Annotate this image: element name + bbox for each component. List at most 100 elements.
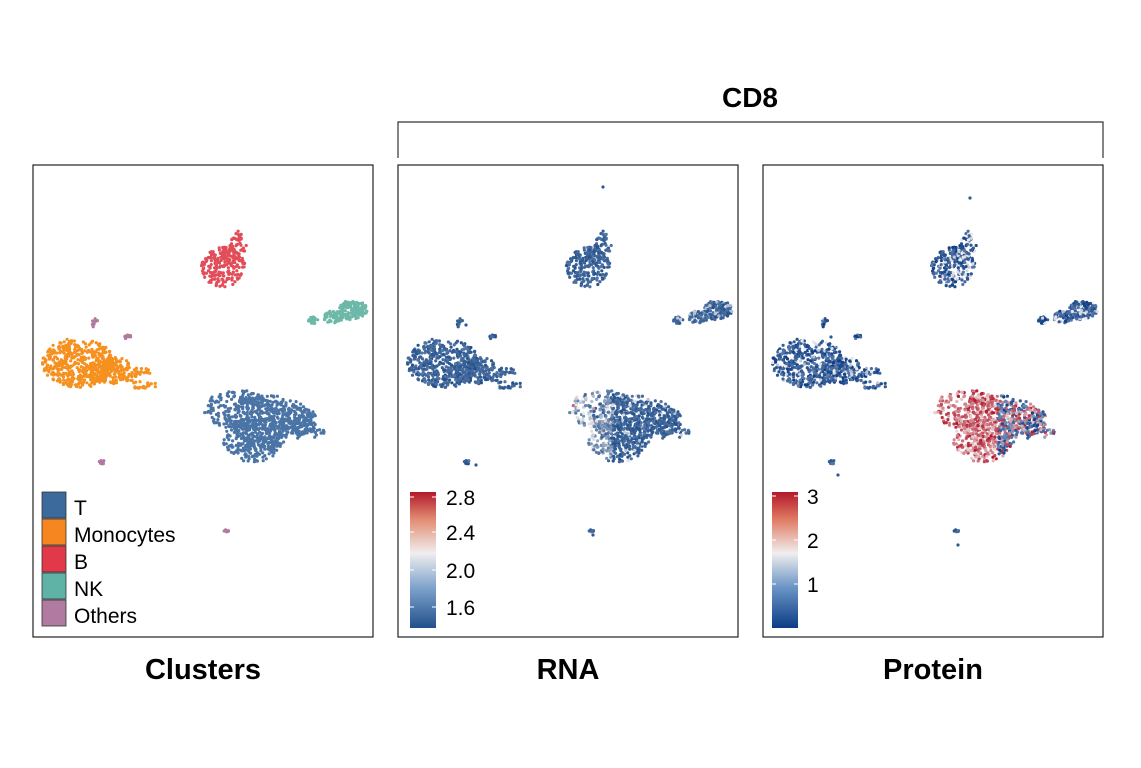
cluster-point-monocytes (116, 369, 120, 373)
protein-point (966, 251, 970, 255)
rna-point (459, 341, 463, 345)
cluster-point-monocytes (114, 357, 118, 361)
cluster-point-t (268, 399, 272, 403)
rna-point (623, 430, 627, 434)
cluster-point-t (278, 423, 282, 427)
cluster-point-t (232, 394, 237, 398)
rna-point (624, 449, 628, 453)
rna-point (423, 378, 427, 382)
cluster-point-b (241, 262, 245, 266)
rna-point (586, 271, 590, 275)
rna-point (670, 428, 674, 432)
rna-point (490, 379, 494, 383)
rna-point (500, 370, 504, 374)
cluster-point-t (229, 450, 233, 454)
rna-point (586, 273, 590, 277)
cluster-point-nk (325, 311, 329, 315)
cluster-point-monocytes (41, 361, 45, 365)
protein-point (1061, 313, 1065, 317)
protein-point (1093, 303, 1097, 308)
protein-point (1084, 316, 1088, 321)
cluster-point-t (247, 395, 252, 400)
cluster-point-monocytes (97, 379, 101, 383)
cluster-point-monocytes (127, 366, 131, 370)
rna-point (587, 441, 591, 445)
rna-point (567, 266, 571, 270)
rna-point (422, 363, 426, 367)
cluster-point-nk (343, 304, 347, 308)
rna-point (611, 459, 615, 463)
rna-point (464, 323, 468, 327)
cluster-point-t (232, 425, 236, 429)
cluster-point-t (224, 442, 228, 446)
rna-point (621, 418, 625, 422)
cluster-point-t (306, 423, 310, 427)
protein-point (947, 270, 951, 274)
cluster-point-monocytes (85, 375, 89, 379)
cluster-point-monocytes (66, 366, 70, 371)
rna-scatter-points (406, 185, 734, 537)
cluster-point-monocytes (122, 371, 126, 375)
cluster-point-monocytes (119, 363, 123, 367)
rna-point (597, 421, 602, 425)
cluster-point-b (233, 260, 237, 265)
cluster-point-t (252, 460, 256, 464)
rna-point (609, 243, 613, 248)
protein-point (1077, 302, 1081, 306)
cluster-point-monocytes (100, 347, 104, 351)
rna-point (430, 373, 434, 377)
cluster-point-b (234, 265, 238, 269)
rna-point (618, 457, 622, 461)
rna-point (651, 427, 656, 431)
protein-point (1054, 315, 1058, 319)
cluster-point-t (225, 419, 229, 423)
rna-point (622, 401, 627, 405)
cluster-point-monocytes (84, 367, 88, 371)
protein-point (1055, 311, 1059, 315)
rna-point (601, 411, 605, 415)
cluster-point-t (281, 414, 285, 418)
cluster-point-t (254, 422, 258, 426)
cluster-point-t (291, 431, 295, 435)
rna-point (611, 407, 615, 411)
cluster-point-t (244, 427, 248, 431)
rna-point (610, 413, 614, 417)
group-title: CD8 (722, 82, 778, 113)
rna-point (639, 407, 643, 411)
cluster-point-monocytes (101, 378, 105, 382)
rna-point (476, 380, 481, 384)
protein-point (946, 277, 950, 281)
cluster-point-monocytes (119, 369, 123, 373)
cluster-point-monocytes (48, 357, 52, 361)
cluster-point-monocytes (60, 363, 64, 368)
cluster-point-monocytes (64, 381, 68, 385)
rna-point (591, 270, 595, 274)
cluster-point-nk (339, 313, 343, 317)
cluster-point-t (246, 393, 250, 397)
rna-point (730, 309, 734, 313)
rna-point (601, 447, 605, 452)
cluster-point-t (227, 425, 231, 429)
rna-point (446, 383, 450, 387)
cluster-point-t (293, 413, 297, 417)
rna-point (462, 360, 466, 364)
cluster-point-monocytes (61, 381, 65, 386)
cluster-point-monocytes (92, 373, 96, 377)
rna-point (654, 410, 658, 414)
rna-point (676, 410, 680, 414)
cluster-point-t (259, 449, 263, 453)
cluster-point-nk (354, 316, 358, 321)
cluster-point-monocytes (95, 367, 99, 371)
cluster-point-nk (347, 302, 351, 306)
cluster-point-t (216, 400, 221, 404)
cluster-point-monocytes (88, 362, 93, 366)
protein-point (961, 255, 965, 259)
rna-point (511, 381, 515, 385)
cluster-point-t (270, 422, 274, 426)
rna-point (621, 393, 626, 397)
rna-point (416, 377, 420, 381)
cluster-point-t (263, 447, 267, 451)
rna-point (498, 386, 502, 390)
rna-point (596, 255, 600, 259)
rna-point (491, 361, 495, 365)
